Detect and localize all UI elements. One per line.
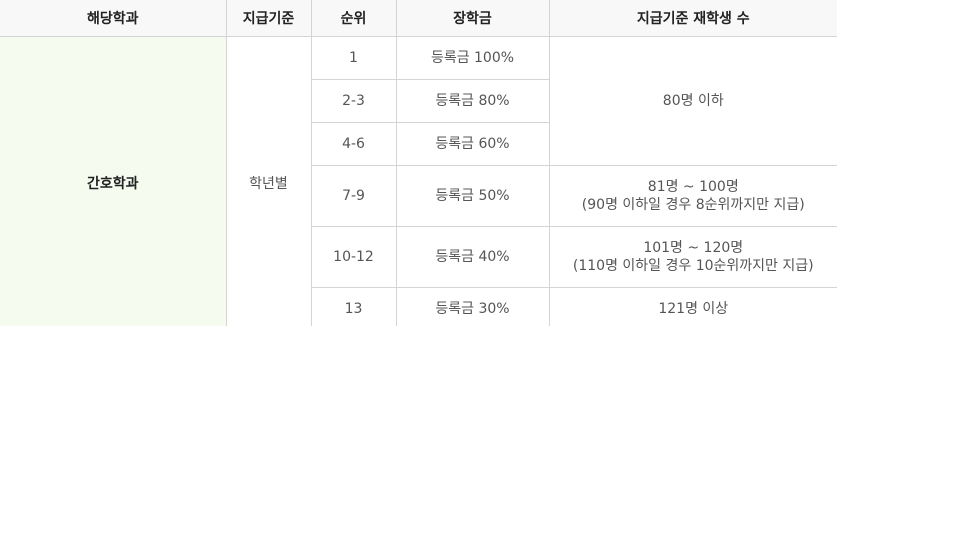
- rank-cell: 10-12: [310, 226, 396, 288]
- rank-cell: 13: [310, 287, 396, 326]
- rank-cell: 1: [310, 36, 396, 80]
- scholarship-cell: 등록금 40%: [395, 226, 549, 288]
- student-count-note: (110명 이하일 경우 10순위까지만 지급): [572, 258, 814, 274]
- header-student-count: 지급기준 재학생 수: [548, 0, 837, 37]
- table-row: 2-3 등록금 80%: [0, 79, 837, 123]
- table-header-row: 해당학과 지급기준 순위 장학금 지급기준 재학생 수: [0, 0, 837, 37]
- header-rank: 순위: [310, 0, 396, 37]
- header-department: 해당학과: [0, 0, 226, 37]
- student-count-note: (90명 이하일 경우 8순위까지만 지급): [581, 197, 805, 213]
- student-count-line: 80명 이하: [662, 93, 724, 109]
- student-count-cell: 101명 ~ 120명 (110명 이하일 경우 10순위까지만 지급): [548, 226, 837, 288]
- student-count-line: 81명 ~ 100명: [647, 179, 739, 195]
- scholarship-cell: 등록금 100%: [395, 36, 549, 80]
- student-count-line: 121명 이상: [658, 301, 729, 317]
- scholarship-cell: 등록금 80%: [395, 79, 549, 123]
- criterion-cell: 학년별: [225, 36, 311, 326]
- scholarship-table: 해당학과 지급기준 순위 장학금 지급기준 재학생 수 간호학과 학년별 1 등…: [0, 0, 837, 326]
- header-scholarship: 장학금: [395, 0, 549, 37]
- rank-cell: 7-9: [310, 165, 396, 227]
- table-row: 4-6 등록금 60%: [0, 122, 837, 166]
- student-count-line: 101명 ~ 120명: [643, 240, 744, 256]
- rank-cell: 4-6: [310, 122, 396, 166]
- scholarship-cell: 등록금 50%: [395, 165, 549, 227]
- department-cell: 간호학과: [0, 36, 226, 326]
- table-row: 7-9 등록금 50% 81명 ~ 100명 (90명 이하일 경우 8순위까지…: [0, 165, 837, 227]
- scholarship-cell: 등록금 30%: [395, 287, 549, 326]
- student-count-cell: 81명 ~ 100명 (90명 이하일 경우 8순위까지만 지급): [548, 165, 837, 227]
- header-criterion: 지급기준: [225, 0, 311, 37]
- student-count-cell: 121명 이상: [548, 287, 837, 326]
- table-row: 13 등록금 30% 121명 이상: [0, 287, 837, 326]
- table-row: 10-12 등록금 40% 101명 ~ 120명 (110명 이하일 경우 1…: [0, 226, 837, 288]
- student-count-cell: 80명 이하: [548, 36, 837, 166]
- rank-cell: 2-3: [310, 79, 396, 123]
- table-row: 간호학과 학년별 1 등록금 100% 80명 이하: [0, 36, 837, 326]
- scholarship-table-container: 해당학과 지급기준 순위 장학금 지급기준 재학생 수 간호학과 학년별 1 등…: [0, 0, 837, 326]
- scholarship-cell: 등록금 60%: [395, 122, 549, 166]
